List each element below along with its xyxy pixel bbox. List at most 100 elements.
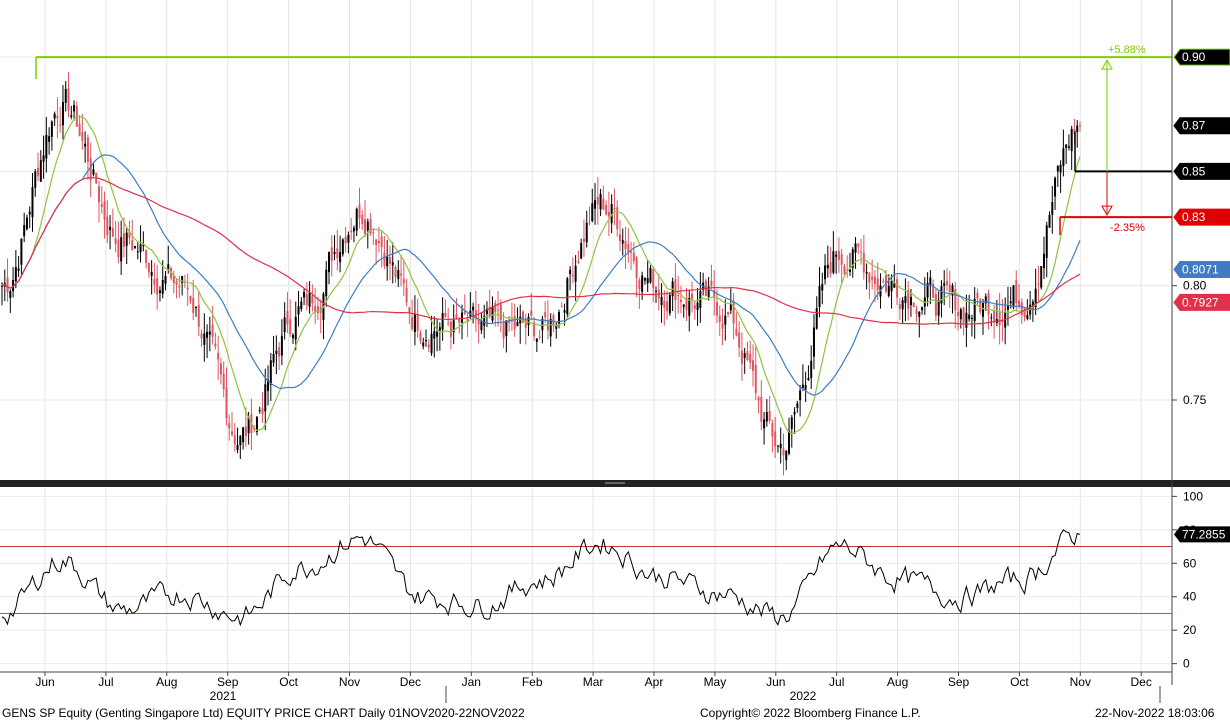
candle-body — [347, 234, 350, 243]
candle-body — [596, 196, 599, 205]
candle-body — [754, 364, 757, 394]
candle-body — [541, 318, 544, 331]
candle-body — [1023, 309, 1026, 317]
price-levels: +5.88% -2.35% — [35, 44, 1172, 236]
candle-body — [735, 328, 738, 336]
candle-body — [120, 237, 123, 262]
candle-body — [397, 270, 400, 280]
candle-body — [9, 291, 12, 298]
candle-body — [247, 416, 250, 434]
candle-body — [848, 269, 851, 272]
candle-body — [350, 230, 353, 233]
candle-body — [294, 316, 297, 340]
candle-body — [696, 302, 699, 310]
candle-body — [37, 167, 40, 176]
candle-body — [768, 411, 771, 421]
candle-body — [14, 267, 17, 282]
candle-body — [1054, 177, 1057, 197]
candle-body — [1062, 148, 1065, 166]
candle-body — [926, 282, 929, 298]
candle-body — [203, 333, 206, 345]
candle-body — [871, 276, 874, 280]
candle-body — [361, 215, 364, 224]
candle-body — [812, 327, 815, 357]
x-tick-label: Nov — [339, 675, 360, 689]
candle-body — [555, 325, 558, 329]
candle-body — [563, 310, 566, 313]
candle-body — [189, 295, 192, 302]
candle-body — [422, 342, 425, 347]
candle-body — [269, 360, 272, 385]
axes: 0.75 0.80 0.90 0.87 0.85 0.83 0.8071 0.7927 Jun J… — [0, 0, 1230, 703]
candle-body — [979, 299, 982, 313]
candle-body — [1006, 305, 1009, 310]
candle-body — [328, 251, 331, 273]
candle-body — [688, 298, 691, 316]
candle-body — [297, 306, 300, 315]
x-tick-label: Jul — [829, 675, 844, 689]
candle-body — [477, 319, 480, 325]
candle-body — [466, 318, 469, 323]
candle-body — [424, 340, 427, 342]
downside-arrow-head — [1101, 205, 1113, 217]
candle-body — [882, 280, 885, 282]
candle-body — [618, 234, 621, 242]
candle-body — [921, 307, 924, 311]
candle-body — [538, 336, 541, 338]
candle-body — [746, 351, 749, 361]
candle-body — [934, 293, 937, 316]
rsi-y-tick-label: 20 — [1183, 623, 1197, 637]
candle-body — [142, 244, 145, 247]
candle-body — [502, 322, 505, 339]
candle-body — [929, 277, 932, 286]
candle-body — [64, 88, 67, 103]
x-tick-label: Feb — [522, 675, 543, 689]
candle-body — [505, 320, 508, 337]
candle-body — [530, 310, 533, 316]
candle-body — [660, 296, 663, 306]
candle-body — [976, 292, 979, 299]
candle-body — [757, 397, 760, 401]
candle-body — [715, 302, 718, 316]
candle-body — [624, 241, 627, 250]
candle-body — [837, 250, 840, 261]
candle-body — [896, 279, 899, 298]
candle-body — [984, 296, 987, 304]
x-tick-label: Aug — [887, 675, 908, 689]
candle-body — [438, 327, 441, 331]
candle-body — [718, 315, 721, 323]
candle-body — [643, 278, 646, 281]
candle-body — [860, 251, 863, 253]
price-badge — [1173, 48, 1230, 66]
candle-body — [616, 207, 619, 230]
candle-body — [751, 360, 754, 371]
candle-body — [957, 312, 960, 316]
upside-arrow-head — [1101, 59, 1113, 70]
candle-body — [710, 280, 713, 286]
candle-body — [721, 323, 724, 329]
candle-body — [145, 250, 148, 263]
candle-body — [214, 343, 217, 347]
candle-body — [391, 262, 394, 266]
candle-body — [943, 283, 946, 286]
candle-body — [655, 290, 658, 292]
candle-body — [20, 238, 23, 265]
candle-body — [1076, 125, 1079, 132]
candle-body — [840, 254, 843, 265]
candle-body — [208, 331, 211, 335]
x-tick-label: Dec — [400, 675, 421, 689]
candle-body — [25, 217, 28, 230]
candle-body — [156, 278, 159, 295]
candle-body — [1042, 253, 1045, 269]
candle-body — [707, 286, 710, 298]
candle-body — [211, 324, 214, 337]
candle-body — [1037, 283, 1040, 285]
candle-body — [569, 269, 572, 275]
candle-body — [186, 287, 189, 290]
candle-body — [225, 387, 228, 419]
candle-body — [909, 296, 912, 306]
candle-body — [591, 203, 594, 222]
candle-body — [1026, 314, 1029, 319]
candle-body — [461, 312, 464, 323]
candle-body — [380, 236, 383, 248]
